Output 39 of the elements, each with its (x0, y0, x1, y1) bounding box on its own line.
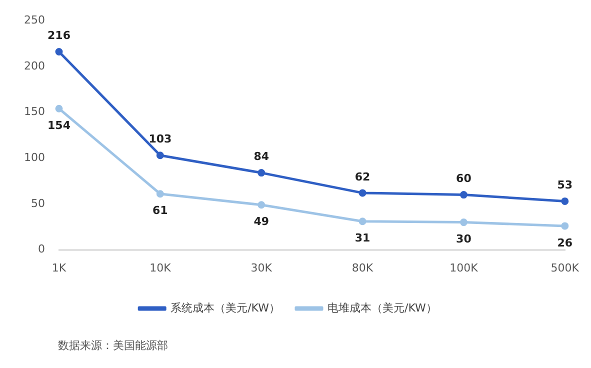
y-tick-label: 50 (30, 196, 45, 210)
point (55, 48, 63, 56)
y-tick-label: 0 (38, 242, 45, 256)
x-tick-label: 10K (150, 261, 172, 274)
data-label: 84 (254, 150, 270, 164)
x-tick-label: 30K (250, 261, 273, 274)
y-tick-label: 150 (24, 105, 45, 118)
data-label: 216 (48, 29, 71, 42)
point (358, 189, 366, 197)
point (55, 104, 63, 112)
point (561, 222, 569, 230)
data-label: 62 (354, 170, 370, 184)
data-label: 154 (48, 118, 71, 132)
point (460, 191, 468, 199)
x-tick-label: 100K (450, 261, 479, 274)
data-label: 60 (456, 172, 472, 186)
point (156, 152, 164, 160)
point (258, 201, 266, 209)
y-tick-label: 250 (24, 13, 45, 26)
x-tick-label: 1K (52, 261, 67, 274)
data-label: 49 (254, 215, 270, 228)
data-label: 53 (557, 178, 573, 192)
point (561, 197, 569, 205)
data-label: 61 (152, 204, 168, 218)
data-label: 31 (354, 232, 370, 245)
data-label: 30 (456, 232, 472, 246)
y-tick-label: 100 (24, 150, 45, 164)
source-note: 数据来源：美国能源部 (58, 338, 168, 352)
point (156, 190, 164, 198)
point (258, 169, 266, 177)
x-tick-label: 80K (352, 261, 374, 274)
point (460, 218, 468, 226)
legend-label: 电堆成本（美元/KW） (328, 301, 437, 314)
point (358, 218, 366, 226)
data-label: 103 (148, 132, 172, 146)
legend-label: 系统成本（美元/KW） (170, 301, 280, 314)
x-tick-label: 500K (550, 261, 580, 274)
data-label: 26 (557, 236, 573, 250)
y-tick-label: 200 (24, 59, 45, 72)
